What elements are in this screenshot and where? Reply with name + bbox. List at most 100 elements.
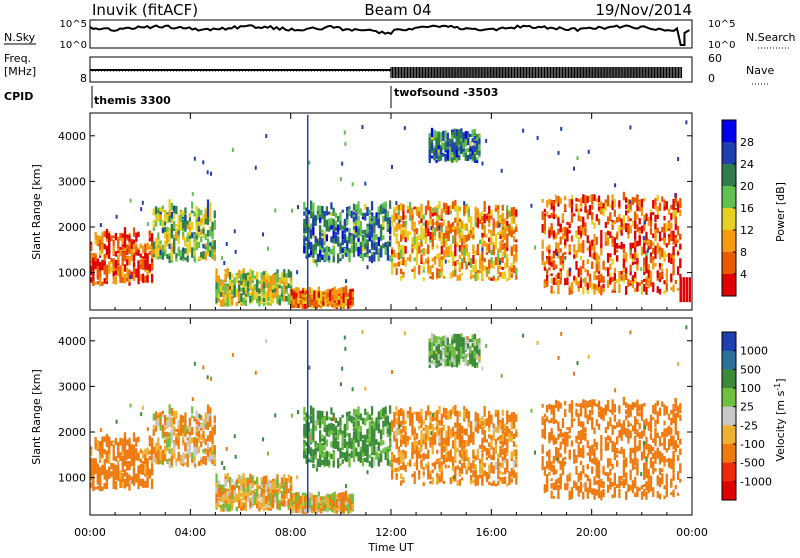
power-speck bbox=[274, 208, 276, 212]
power-cell bbox=[627, 225, 629, 234]
power-cell bbox=[546, 211, 548, 216]
power-cell bbox=[135, 243, 137, 247]
power-cell bbox=[169, 210, 171, 216]
power-cell bbox=[584, 222, 586, 227]
power-cell bbox=[442, 131, 444, 136]
power-cell bbox=[254, 290, 256, 300]
power-cell bbox=[650, 228, 652, 235]
velocity-cell bbox=[252, 475, 254, 483]
power-cell bbox=[488, 238, 490, 243]
power-cell bbox=[211, 249, 213, 254]
power-cell bbox=[454, 251, 456, 257]
power-cell bbox=[205, 215, 207, 218]
power-cell bbox=[486, 216, 488, 219]
power-cell bbox=[159, 220, 161, 226]
power-cell bbox=[330, 213, 332, 216]
power-cell bbox=[511, 268, 513, 271]
power-cell bbox=[481, 216, 483, 221]
power-cell bbox=[247, 294, 249, 297]
velocity-cell bbox=[171, 456, 173, 465]
velocity-cell bbox=[311, 500, 313, 504]
power-cell bbox=[643, 246, 645, 253]
power-cell bbox=[436, 245, 438, 249]
noise-right-label: N.Search bbox=[746, 31, 796, 44]
power-speck bbox=[441, 142, 443, 146]
power-cell bbox=[222, 300, 224, 305]
power-cell bbox=[312, 227, 314, 235]
velocity-cell bbox=[115, 456, 117, 462]
velocity-cell bbox=[113, 440, 115, 443]
velocity-cell bbox=[155, 426, 157, 431]
power-cell bbox=[245, 302, 247, 307]
power-speck bbox=[364, 182, 366, 186]
power-cell bbox=[463, 204, 465, 214]
power-cell bbox=[416, 236, 418, 240]
power-cell bbox=[245, 274, 247, 282]
power-cell bbox=[560, 198, 562, 204]
power-cell bbox=[502, 221, 504, 228]
velocity-cell bbox=[384, 406, 386, 414]
power-speck bbox=[344, 142, 346, 146]
power-cell bbox=[445, 242, 447, 246]
power-cell bbox=[117, 260, 119, 264]
power-cell bbox=[566, 222, 568, 225]
power-cell bbox=[670, 223, 672, 230]
power-cell bbox=[369, 210, 371, 215]
power-cell bbox=[267, 302, 269, 305]
power-cell bbox=[607, 280, 609, 288]
power-cell bbox=[187, 249, 189, 256]
power-cell bbox=[484, 214, 486, 224]
power-cell bbox=[314, 215, 316, 221]
power-speck bbox=[267, 247, 269, 251]
power-cell bbox=[402, 210, 404, 220]
velocity-cell bbox=[321, 438, 323, 441]
power-cell bbox=[396, 206, 398, 212]
power-cell bbox=[623, 244, 625, 248]
power-cell bbox=[481, 222, 483, 230]
power-cell bbox=[218, 275, 220, 279]
velocity-cell bbox=[214, 445, 216, 454]
power-cell bbox=[321, 230, 323, 233]
power-cell bbox=[409, 231, 411, 235]
power-cell bbox=[456, 275, 458, 280]
power-cell bbox=[330, 218, 332, 225]
power-cell bbox=[162, 209, 164, 213]
power-cell bbox=[387, 211, 389, 218]
velocity-cell bbox=[231, 503, 233, 511]
power-cell bbox=[666, 269, 668, 278]
power-cell bbox=[153, 254, 155, 257]
power-cell bbox=[344, 234, 346, 243]
velocity-cell bbox=[151, 468, 153, 476]
velocity-cell bbox=[119, 438, 121, 443]
power-cell bbox=[625, 197, 627, 203]
velocity-cell bbox=[153, 446, 155, 454]
power-cell bbox=[593, 271, 595, 280]
power-cell bbox=[504, 218, 506, 223]
power-cell bbox=[465, 149, 467, 153]
velocity-cell bbox=[175, 411, 177, 419]
power-cell bbox=[187, 235, 189, 242]
power-colorbar-swatch bbox=[722, 142, 736, 165]
velocity-cell bbox=[285, 483, 287, 491]
power-cell bbox=[346, 228, 348, 232]
power-cell bbox=[632, 220, 634, 226]
power-cell bbox=[575, 232, 577, 238]
power-cell bbox=[362, 247, 364, 252]
velocity-cell bbox=[344, 424, 346, 431]
power-speck bbox=[345, 279, 347, 283]
power-cell bbox=[634, 221, 636, 229]
power-cell bbox=[679, 210, 681, 216]
power-cell bbox=[414, 266, 416, 271]
power-speck bbox=[235, 250, 237, 254]
power-cell bbox=[336, 294, 338, 303]
velocity-cell bbox=[326, 417, 328, 421]
power-cell bbox=[515, 227, 517, 233]
power-cell bbox=[639, 201, 641, 206]
power-cell bbox=[318, 298, 320, 305]
power-cell bbox=[339, 243, 341, 248]
power-cell bbox=[513, 216, 515, 224]
power-cell bbox=[414, 258, 416, 262]
velocity-cell bbox=[312, 464, 314, 468]
velocity-cell bbox=[128, 463, 130, 469]
velocity-cell bbox=[222, 492, 224, 495]
